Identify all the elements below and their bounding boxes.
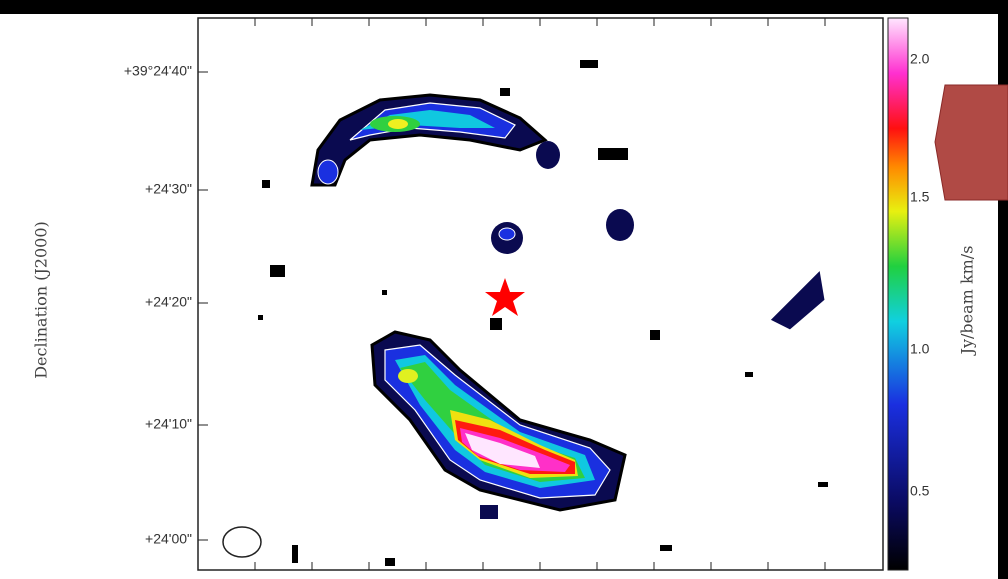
- colorbar-label: Jy/beam km/s: [958, 246, 977, 357]
- colorbar: [888, 18, 908, 570]
- colorbar-tick-label: 1.0: [910, 341, 930, 357]
- y-tick-label: +39°24'40": [124, 63, 192, 79]
- top-bar: [0, 0, 1008, 14]
- y-tick-label: +24'20": [145, 294, 192, 310]
- y-tick-label: +24'10": [145, 416, 192, 432]
- colorbar-tick-label: 2.0: [910, 51, 930, 67]
- colorbar-tick-label: 1.5: [910, 189, 930, 205]
- y-axis-label: Declination (J2000): [32, 221, 51, 379]
- y-tick-label: +24'30": [145, 181, 192, 197]
- arrow-pointer: [935, 85, 1008, 200]
- y-tick-label: +24'00": [145, 531, 192, 547]
- colorbar-tick-label: 0.5: [910, 483, 930, 499]
- figure: Jy/beam km/s Declination (J2000) +39°24'…: [0, 0, 1008, 579]
